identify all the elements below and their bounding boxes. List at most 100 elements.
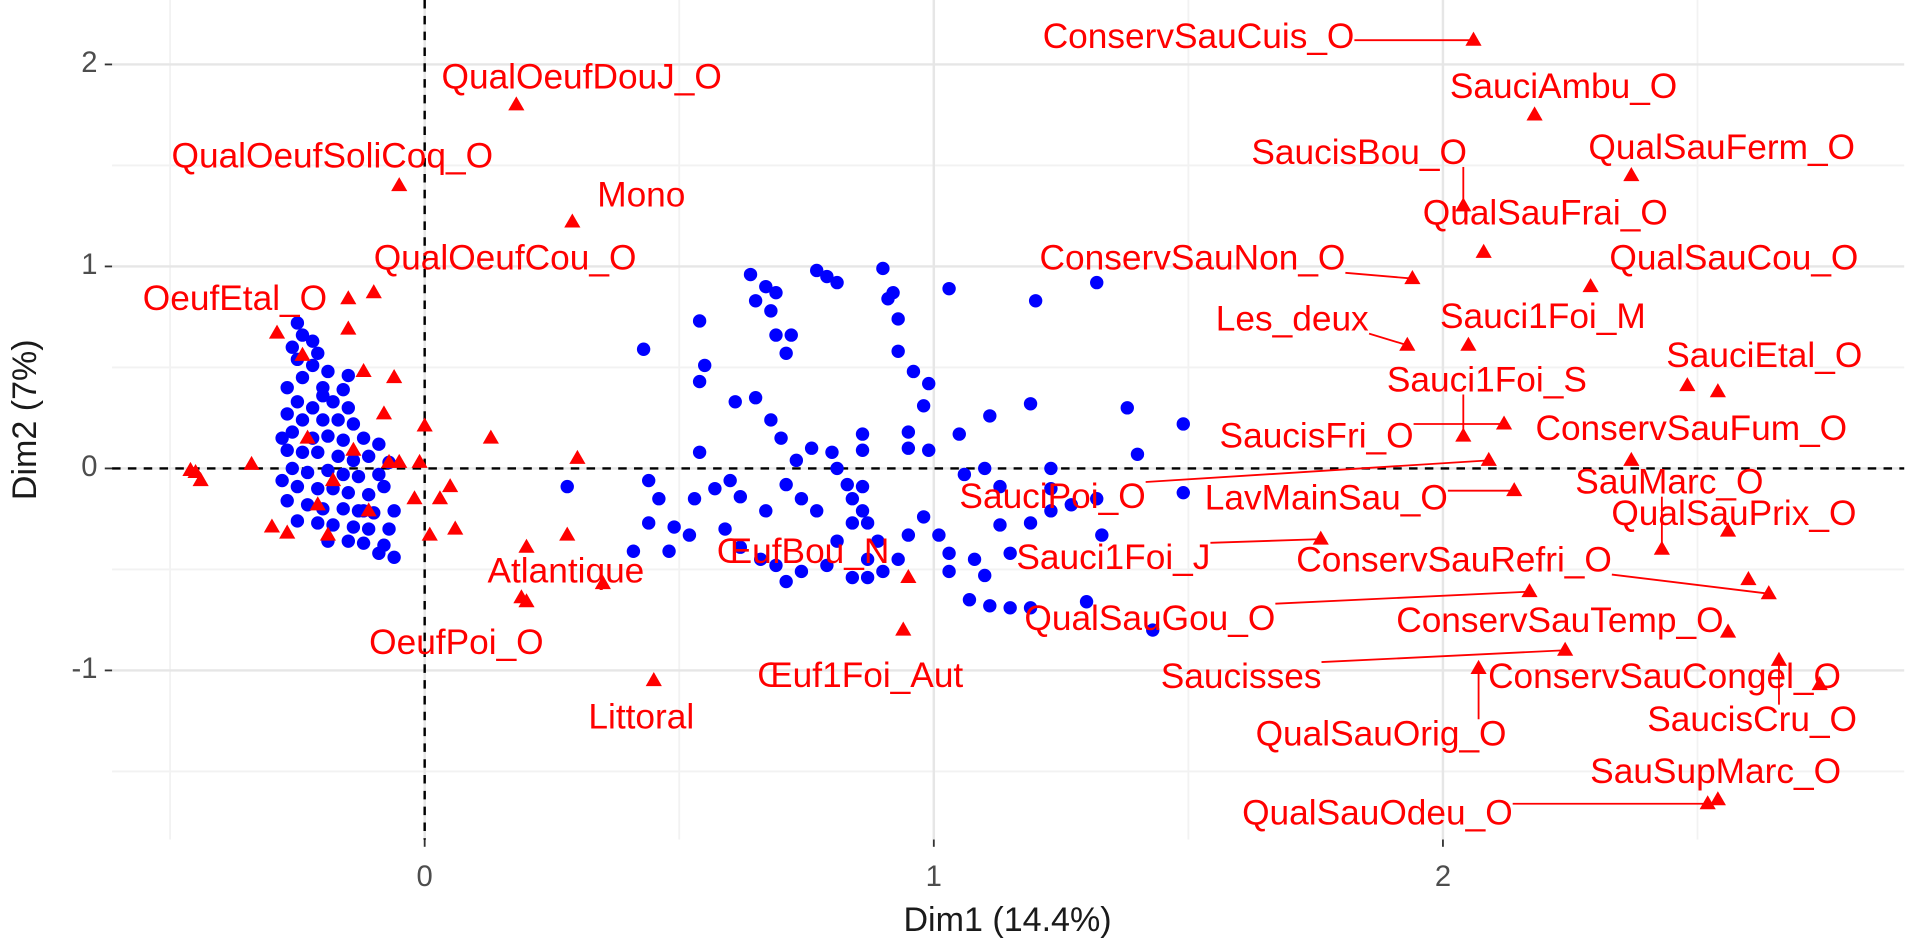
category-label: ConservSauTemp_O (1396, 601, 1723, 640)
individual-point (764, 413, 778, 427)
points (182, 31, 1828, 810)
category-point (518, 538, 535, 553)
leader-line (1275, 590, 1530, 605)
category-point (340, 290, 357, 305)
individual-point (626, 544, 641, 558)
category-point (355, 362, 372, 378)
individual-point (769, 328, 783, 342)
category-label: Saucisses (1161, 657, 1322, 696)
individual-point (952, 427, 966, 441)
individual-point (336, 382, 350, 397)
individual-point (341, 534, 355, 548)
individual-point (311, 346, 325, 360)
individual-point (789, 453, 804, 468)
individual-point (794, 492, 809, 506)
category-label: SauciAmbu_O (1450, 67, 1677, 106)
individual-point (290, 395, 305, 409)
y-tick-label: 1 (81, 249, 97, 281)
category-label: QualSauFerm_O (1588, 128, 1855, 167)
individual-point (1044, 461, 1058, 476)
individual-point (336, 433, 350, 447)
individual-point (636, 342, 651, 356)
individual-point (942, 564, 956, 579)
category-point (1312, 530, 1329, 545)
individual-point (295, 413, 310, 427)
category-point (431, 490, 449, 505)
individual-point (733, 490, 748, 504)
individual-point (698, 358, 712, 373)
individual-point (1023, 397, 1038, 411)
category-point (559, 526, 576, 541)
category-label: Sauci1Foi_S (1387, 360, 1587, 399)
x-tick-label: 1 (926, 861, 942, 893)
category-point (324, 472, 342, 487)
individual-point (840, 477, 854, 492)
individual-point (311, 516, 325, 530)
category-point (421, 526, 438, 541)
category-point (895, 621, 912, 636)
category-point (1719, 623, 1737, 638)
individual-point (855, 443, 870, 457)
category-label: SauciPoi_O (959, 477, 1145, 516)
category-label: Les_deux (1216, 300, 1369, 339)
individual-point (316, 413, 330, 427)
category-point (508, 96, 525, 111)
leaders (1145, 39, 1780, 805)
individual-point (860, 552, 875, 567)
category-point (1495, 415, 1513, 430)
individual-point (891, 552, 905, 567)
individual-point (295, 370, 310, 385)
category-point (1760, 585, 1777, 600)
individual-point (774, 431, 788, 445)
category-point (594, 575, 611, 590)
individual-point (759, 504, 773, 518)
individual-point (733, 540, 748, 554)
individual-point (300, 465, 315, 480)
individual-point (967, 552, 982, 567)
individual-point (285, 340, 299, 354)
category-point (299, 429, 316, 444)
individual-point (845, 570, 860, 585)
individual-point (881, 292, 895, 306)
individual-point (1044, 481, 1058, 496)
individual-point (321, 463, 335, 478)
individual-point (316, 389, 330, 403)
individual-point (993, 518, 1007, 532)
y-axis-title: Dim2 (7%) (6, 339, 44, 500)
category-point (564, 213, 581, 228)
category-label: Littoral (588, 697, 694, 736)
category-point (391, 177, 408, 192)
category-label: Œuf1Foi_Aut (757, 656, 963, 695)
individual-point (983, 409, 997, 423)
category-point (1465, 31, 1482, 46)
individual-point (346, 520, 361, 534)
individual-point (346, 453, 361, 468)
individual-point (372, 437, 386, 451)
category-point (263, 518, 281, 533)
category-point (1709, 791, 1726, 806)
category-point (1404, 270, 1421, 285)
individual-point (387, 504, 401, 518)
category-point (340, 320, 357, 335)
individual-point (825, 445, 839, 459)
category-label: QualOeufSoliCoq_O (172, 136, 493, 175)
individual-point (305, 401, 320, 415)
individual-point (290, 316, 305, 330)
category-label: Mono (597, 175, 685, 214)
individual-point (983, 599, 997, 613)
leader-line (1345, 271, 1413, 280)
category-label: SaucisBou_O (1251, 133, 1467, 172)
individual-point (1146, 623, 1160, 637)
individual-point (285, 425, 299, 439)
individual-point (748, 294, 763, 308)
individual-point (341, 485, 355, 500)
individual-point (326, 395, 340, 409)
category-point (182, 461, 199, 476)
category-label: QualOeufCou_O (374, 239, 637, 278)
x-tick-label: 0 (417, 861, 433, 893)
individual-point (372, 546, 386, 560)
individual-point (784, 328, 798, 342)
individual-point (901, 528, 916, 542)
category-point (1582, 278, 1599, 293)
category-label: ConservSauFum_O (1535, 409, 1847, 448)
